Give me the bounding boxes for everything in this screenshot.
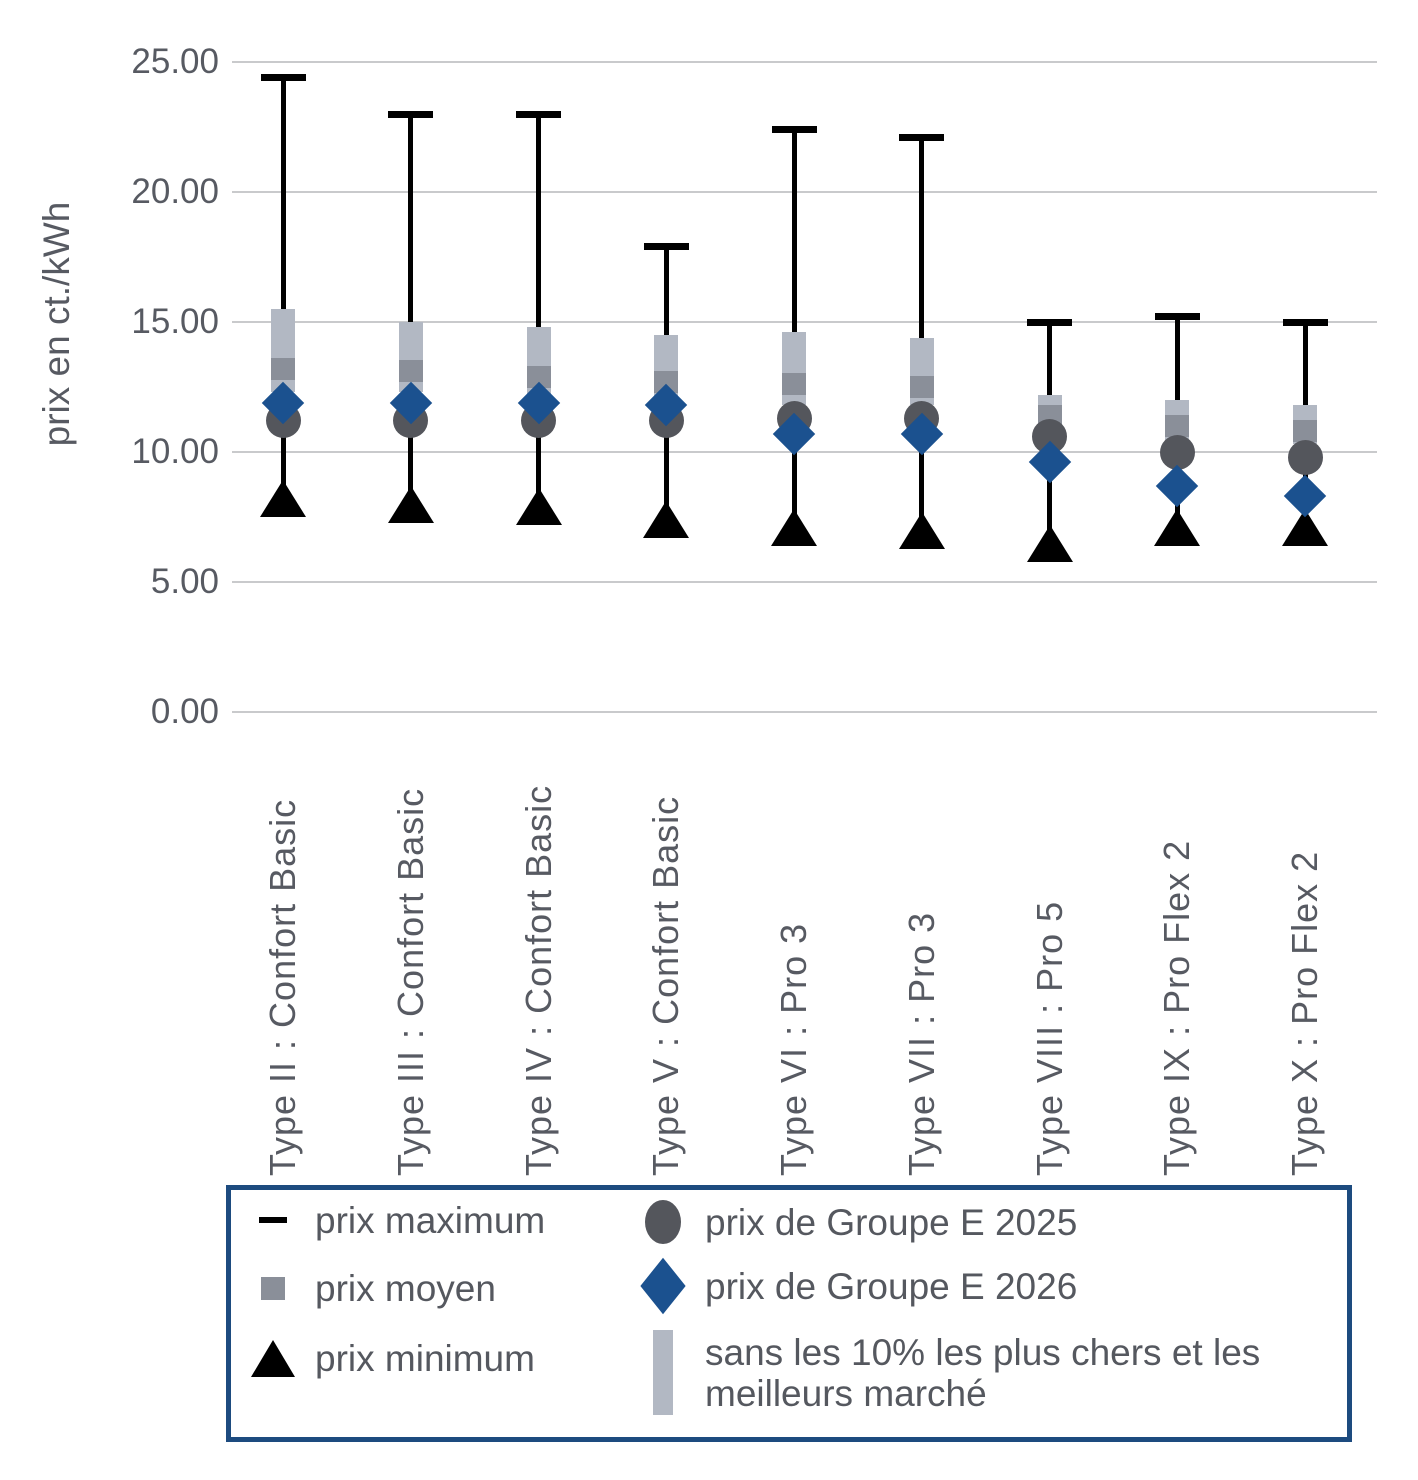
y-tick-label: 25.00 bbox=[131, 42, 219, 81]
x-axis-label-text: Type III : Confort Basic bbox=[389, 787, 431, 1176]
mean-marker bbox=[271, 357, 295, 380]
x-axis-label: Type IV : Confort Basic bbox=[517, 742, 561, 1176]
min-marker bbox=[515, 488, 562, 526]
x-axis-label: Type IX : Pro Flex 2 bbox=[1155, 742, 1199, 1176]
gridline bbox=[232, 711, 1377, 713]
mean-marker bbox=[909, 376, 934, 398]
min-marker bbox=[387, 485, 434, 523]
gridline bbox=[232, 191, 1377, 193]
legend-item-prix-minimum: prix minimum bbox=[245, 1336, 535, 1380]
whisker-line bbox=[536, 114, 541, 507]
min-marker bbox=[1154, 508, 1201, 546]
max-marker bbox=[260, 74, 306, 82]
mean-marker bbox=[398, 360, 423, 383]
legend-label: prix moyen bbox=[315, 1267, 496, 1309]
square-icon bbox=[245, 1276, 301, 1300]
max-marker bbox=[1027, 318, 1072, 326]
legend: prix maximum prix moyen prix minimum pri… bbox=[226, 1185, 1352, 1442]
diamond-icon bbox=[635, 1257, 691, 1315]
x-axis-label-text: Type IX : Pro Flex 2 bbox=[1156, 839, 1198, 1176]
max-marker bbox=[771, 126, 817, 134]
gridline bbox=[232, 321, 1377, 323]
max-marker bbox=[388, 110, 434, 118]
legend-label: prix maximum bbox=[315, 1199, 546, 1241]
mean-marker bbox=[782, 373, 806, 396]
min-marker bbox=[1026, 524, 1073, 562]
max-marker bbox=[899, 133, 945, 141]
mean-marker bbox=[1293, 420, 1317, 443]
min-marker bbox=[771, 508, 817, 546]
x-axis-label-text: Type VIII : Pro 5 bbox=[1028, 900, 1070, 1176]
plot-area bbox=[232, 61, 1377, 713]
gridline bbox=[232, 451, 1377, 453]
x-axis-label-text: Type VI : Pro 3 bbox=[773, 922, 814, 1176]
y-tick-label: 10.00 bbox=[131, 432, 219, 471]
triangle-icon bbox=[245, 1339, 301, 1377]
gridline bbox=[232, 581, 1377, 583]
mean-marker bbox=[526, 365, 551, 388]
x-axis-label-text: Type II : Confort Basic bbox=[262, 798, 303, 1176]
whisker-line bbox=[919, 137, 925, 530]
y-tick-label: 20.00 bbox=[131, 172, 219, 211]
legend-label: prix de Groupe E 2025 bbox=[705, 1201, 1078, 1243]
x-axis-label: Type II : Confort Basic bbox=[261, 742, 305, 1176]
y-tick-label: 0.00 bbox=[150, 692, 219, 731]
x-axis-label-text: Type X : Pro Flex 2 bbox=[1284, 850, 1325, 1176]
legend-item-prix-maximum: prix maximum bbox=[245, 1198, 545, 1242]
max-marker bbox=[643, 243, 689, 251]
y-tick-label: 5.00 bbox=[150, 562, 219, 601]
dash-icon bbox=[245, 1217, 301, 1223]
whisker-line bbox=[280, 77, 286, 499]
mean-marker bbox=[1165, 415, 1190, 437]
legend-item-prix-moyen: prix moyen bbox=[245, 1266, 496, 1310]
x-axis-label: Type III : Confort Basic bbox=[389, 742, 433, 1176]
max-marker bbox=[1154, 313, 1200, 321]
max-marker bbox=[1282, 318, 1328, 326]
min-marker bbox=[260, 480, 306, 518]
legend-item-sans-les-10-pourcent: sans les 10% les plus chers et les meill… bbox=[635, 1330, 1347, 1415]
whisker-line bbox=[408, 114, 414, 504]
gridline bbox=[232, 61, 1377, 63]
x-axis-label: Type VII : Pro 3 bbox=[900, 742, 944, 1176]
groupe-e-2026-marker bbox=[1156, 464, 1199, 508]
x-axis-label-text: Type VII : Pro 3 bbox=[900, 911, 942, 1176]
x-axis-label: Type V : Confort Basic bbox=[644, 742, 688, 1176]
legend-item-groupe-e-2026: prix de Groupe E 2026 bbox=[635, 1257, 1078, 1315]
x-axis-label-text: Type V : Confort Basic bbox=[645, 795, 687, 1176]
x-axis-label: Type X : Pro Flex 2 bbox=[1283, 742, 1327, 1176]
min-marker bbox=[643, 501, 690, 539]
legend-item-groupe-e-2025: prix de Groupe E 2025 bbox=[635, 1198, 1077, 1246]
groupe-e-2025-marker bbox=[1159, 434, 1195, 470]
circle-icon bbox=[635, 1200, 691, 1244]
y-tick-label: 15.00 bbox=[131, 302, 219, 341]
legend-label: prix de Groupe E 2026 bbox=[705, 1265, 1078, 1307]
x-axis-label: Type VI : Pro 3 bbox=[772, 742, 816, 1176]
x-axis-label: Type VIII : Pro 5 bbox=[1028, 742, 1072, 1176]
bar-icon bbox=[635, 1330, 691, 1415]
whisker-line bbox=[791, 129, 797, 528]
min-marker bbox=[898, 511, 945, 549]
x-axis-label-text: Type IV : Confort Basic bbox=[517, 784, 559, 1176]
max-marker bbox=[516, 110, 561, 118]
groupe-e-2025-marker bbox=[1287, 439, 1323, 475]
legend-label: sans les 10% les plus chers et les meill… bbox=[705, 1331, 1261, 1414]
groupe-e-2026-marker bbox=[1028, 441, 1071, 484]
mean-marker bbox=[654, 370, 679, 393]
legend-label: prix minimum bbox=[315, 1337, 535, 1379]
